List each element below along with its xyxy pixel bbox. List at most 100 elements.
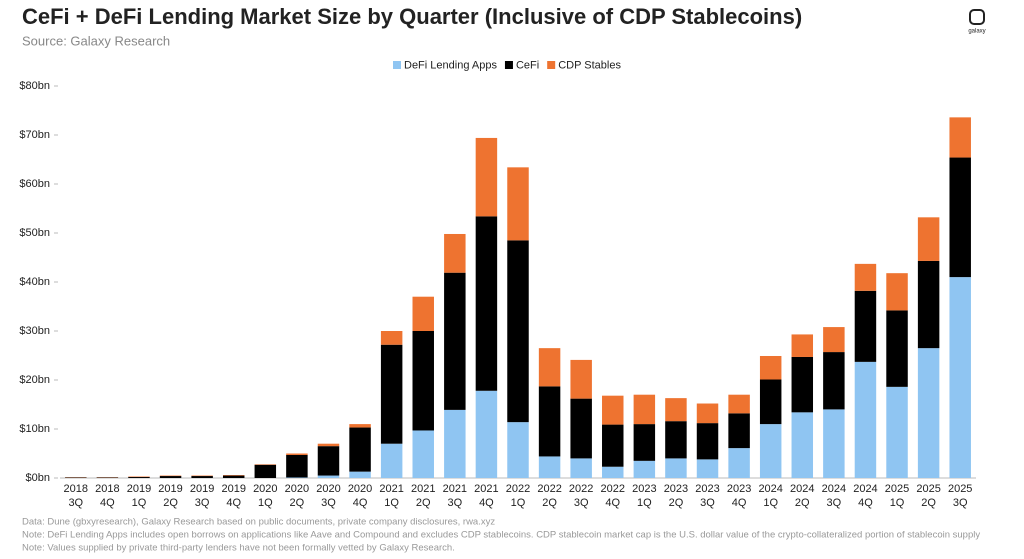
x-tick-label: 2024 bbox=[790, 483, 814, 495]
bar-segment bbox=[728, 448, 750, 478]
bar-segment bbox=[728, 413, 750, 449]
x-tick-label: 2019 bbox=[158, 483, 182, 495]
bar-segment bbox=[791, 334, 814, 357]
x-tick-label: 2022 bbox=[506, 483, 530, 495]
x-tick-label: 2020 bbox=[253, 483, 277, 495]
x-tick-label: 2021 bbox=[379, 483, 403, 495]
bar-segment bbox=[128, 477, 150, 478]
x-tick-label: 2Q bbox=[542, 497, 557, 509]
x-tick-label: 4Q bbox=[353, 497, 368, 509]
bar-segment bbox=[317, 443, 340, 447]
legend-swatch bbox=[547, 61, 556, 69]
x-tick-label: 1Q bbox=[384, 497, 399, 509]
note: Note: DeFi Lending Apps includes open bo… bbox=[22, 530, 980, 541]
bar-segment bbox=[444, 409, 466, 478]
y-tick-label: $30bn bbox=[19, 325, 50, 337]
bar-segment bbox=[507, 240, 529, 423]
bar-segment bbox=[317, 475, 340, 478]
bar-segment bbox=[886, 273, 908, 311]
bar-segment bbox=[317, 446, 340, 476]
bar-segment bbox=[349, 471, 371, 478]
x-tick-label: 2023 bbox=[695, 483, 719, 495]
bar-segment bbox=[475, 216, 498, 391]
x-tick-label: 2018 bbox=[64, 483, 88, 495]
bar-segment bbox=[823, 352, 845, 410]
x-tick-label: 3Q bbox=[953, 497, 968, 509]
bar-segment bbox=[570, 359, 592, 399]
bar-segment bbox=[602, 466, 624, 478]
bar-segment bbox=[444, 233, 466, 273]
bar-segment bbox=[286, 454, 308, 478]
bar-segment bbox=[602, 424, 624, 467]
chart-subtitle: Source: Galaxy Research bbox=[22, 33, 170, 48]
bar-segment bbox=[349, 427, 371, 472]
bar-segment bbox=[380, 443, 403, 478]
x-tick-label: 1Q bbox=[637, 497, 652, 509]
x-tick-label: 2Q bbox=[290, 497, 305, 509]
bar-segment bbox=[602, 395, 624, 425]
x-tick-label: 1Q bbox=[763, 497, 778, 509]
bar-segment bbox=[222, 475, 245, 478]
bar-segment bbox=[759, 355, 782, 380]
bar-segment bbox=[570, 398, 592, 459]
x-tick-label: 2019 bbox=[190, 483, 214, 495]
x-tick-label: 4Q bbox=[605, 497, 620, 509]
x-tick-label: 2019 bbox=[127, 483, 151, 495]
y-tick-label: $80bn bbox=[19, 80, 50, 92]
bar-segment bbox=[633, 460, 656, 478]
note: Note: Values supplied by private third-p… bbox=[22, 543, 455, 554]
bar-segment bbox=[854, 290, 877, 362]
logo-text: galaxy bbox=[968, 29, 985, 35]
legend-swatch bbox=[504, 61, 513, 69]
x-tick-label: 2Q bbox=[669, 497, 684, 509]
x-tick-label: 2022 bbox=[569, 483, 593, 495]
x-tick-label: 2019 bbox=[221, 483, 245, 495]
bar-segment bbox=[570, 458, 592, 478]
bar-segment bbox=[728, 394, 750, 414]
bar-segment bbox=[159, 476, 182, 478]
legend-label: DeFi Lending Apps bbox=[404, 59, 497, 71]
x-tick-label: 2Q bbox=[163, 497, 178, 509]
x-tick-label: 2Q bbox=[416, 497, 431, 509]
y-tick-label: $10bn bbox=[19, 423, 50, 435]
bar-segment bbox=[665, 398, 687, 422]
x-tick-label: 2021 bbox=[474, 483, 498, 495]
note: Data: Dune (gbxyresearch), Galaxy Resear… bbox=[22, 517, 495, 528]
bar-segment bbox=[886, 310, 908, 387]
bar-segment bbox=[254, 464, 277, 478]
x-tick-label: 2024 bbox=[853, 483, 877, 495]
x-tick-label: 3Q bbox=[321, 497, 336, 509]
bar-segment bbox=[759, 424, 782, 478]
bar-segment bbox=[665, 458, 687, 478]
bar-segment bbox=[412, 296, 434, 331]
bar-segment bbox=[665, 421, 687, 459]
bar-segment bbox=[349, 424, 371, 428]
y-tick-label: $40bn bbox=[19, 276, 50, 288]
x-tick-label: 1Q bbox=[890, 497, 905, 509]
x-tick-label: 2024 bbox=[822, 483, 846, 495]
bar-segment bbox=[380, 331, 403, 345]
bar-segment bbox=[507, 422, 529, 478]
x-tick-label: 3Q bbox=[195, 497, 210, 509]
bar-segment bbox=[696, 423, 719, 460]
bar-segment bbox=[538, 348, 561, 387]
x-tick-label: 2025 bbox=[885, 483, 909, 495]
x-tick-label: 4Q bbox=[858, 497, 873, 509]
chart-title: CeFi + DeFi Lending Market Size by Quart… bbox=[22, 4, 802, 29]
bar-segment bbox=[949, 117, 971, 158]
x-tick-label: 4Q bbox=[479, 497, 494, 509]
x-tick-label: 2025 bbox=[916, 483, 940, 495]
x-tick-label: 3Q bbox=[68, 497, 83, 509]
x-tick-label: 2023 bbox=[664, 483, 688, 495]
legend-label: CDP Stables bbox=[558, 59, 621, 71]
x-tick-label: 2020 bbox=[316, 483, 340, 495]
bar-segment bbox=[507, 167, 529, 241]
bar-segment bbox=[823, 409, 845, 478]
x-tick-label: 1Q bbox=[132, 497, 147, 509]
y-tick-label: $60bn bbox=[19, 178, 50, 190]
x-tick-label: 4Q bbox=[732, 497, 747, 509]
x-tick-label: 2025 bbox=[948, 483, 972, 495]
bar-segment bbox=[949, 277, 971, 478]
bar-segment bbox=[917, 217, 940, 261]
x-tick-label: 3Q bbox=[700, 497, 715, 509]
